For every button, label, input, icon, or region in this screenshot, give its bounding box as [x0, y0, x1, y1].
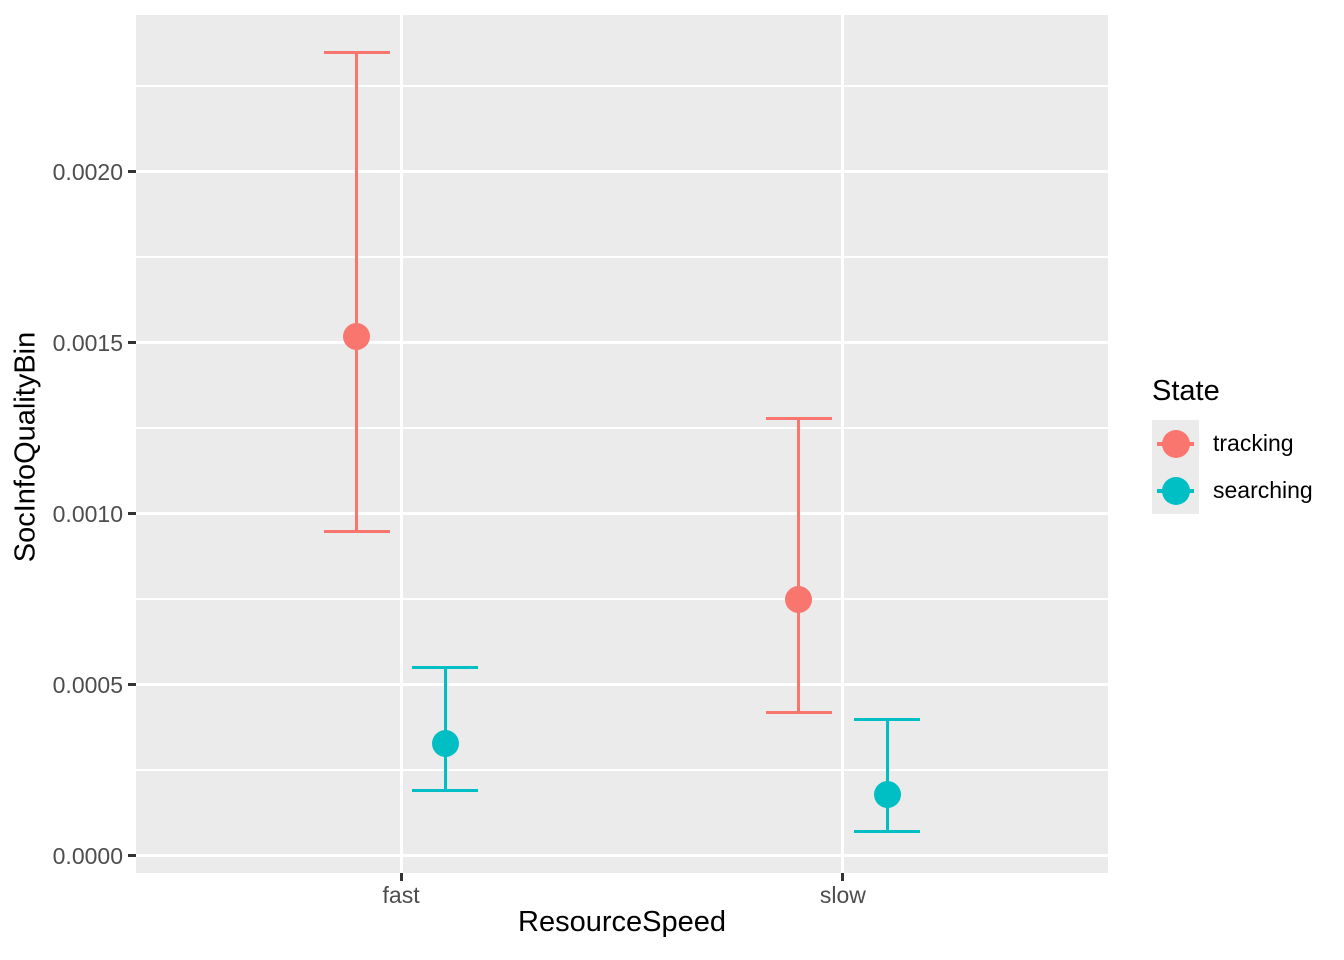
point-marker — [343, 322, 371, 350]
errorbar-cap-bottom — [765, 710, 832, 714]
errorbar-cap-top — [323, 50, 390, 54]
legend-label-searching: searching — [1213, 477, 1313, 503]
gridline-y-minor — [136, 256, 1108, 259]
gridline-y-major — [136, 512, 1108, 516]
gridline-x-major — [399, 15, 403, 873]
errorbar-cap-bottom — [412, 789, 479, 793]
gridline-y-minor — [136, 85, 1108, 88]
gridline-x-major — [841, 15, 845, 873]
gridline-y-major — [136, 341, 1108, 345]
errorbar-cap-top — [765, 416, 832, 420]
gridline-y-major — [136, 854, 1108, 858]
y-tick-label: 0.0005 — [52, 671, 123, 698]
errorbar-line — [443, 667, 447, 791]
errorbar-cap-bottom — [323, 529, 390, 533]
legend-point-icon — [1161, 429, 1190, 458]
y-tick-label: 0.0010 — [52, 500, 123, 527]
legend-key-tracking — [1152, 420, 1199, 467]
y-tick-mark — [128, 854, 136, 858]
x-tick-mark — [841, 873, 845, 881]
gridline-y-minor — [136, 769, 1108, 772]
plot-panel — [136, 15, 1108, 873]
x-axis-title: ResourceSpeed — [518, 906, 726, 938]
y-tick-label: 0.0020 — [52, 158, 123, 185]
gridline-y-minor — [136, 427, 1108, 430]
errorbar-line — [355, 52, 359, 532]
point-marker — [431, 729, 459, 757]
x-tick-label: slow — [819, 882, 866, 908]
legend-key-searching — [1152, 467, 1199, 514]
y-tick-mark — [128, 341, 136, 345]
point-marker — [873, 780, 901, 808]
legend-point-icon — [1161, 476, 1190, 505]
y-tick-mark — [128, 170, 136, 174]
y-tick-label: 0.0000 — [52, 842, 123, 869]
errorbar-cap-bottom — [854, 830, 921, 834]
y-tick-label: 0.0015 — [52, 329, 123, 356]
gridline-y-minor — [136, 598, 1108, 601]
errorbar-cap-top — [412, 666, 479, 670]
errorbar-line — [797, 418, 801, 713]
y-tick-mark — [128, 683, 136, 687]
gridline-y-major — [136, 170, 1108, 174]
legend-label-tracking: tracking — [1213, 430, 1294, 456]
errorbar-cap-top — [854, 717, 921, 721]
y-tick-mark — [128, 512, 136, 516]
x-tick-mark — [399, 873, 403, 881]
x-tick-label: fast — [382, 882, 420, 908]
y-axis-title: SocInfoQualityBin — [9, 331, 42, 563]
errorbar-line — [885, 719, 889, 832]
point-marker — [785, 585, 813, 613]
legend-title: State — [1152, 375, 1220, 407]
gridline-y-major — [136, 683, 1108, 687]
